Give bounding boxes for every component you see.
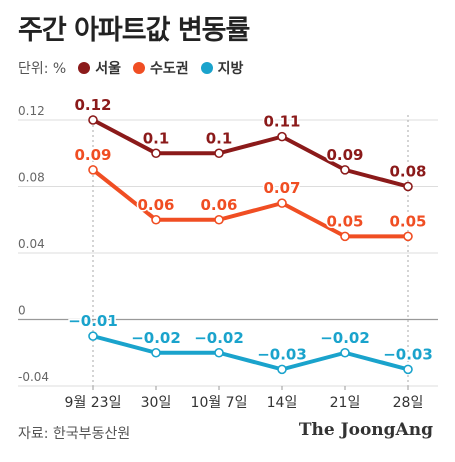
y-tick-label: 0 — [18, 304, 26, 318]
data-point — [88, 165, 98, 175]
y-tick-label: -0.04 — [18, 370, 49, 384]
data-label: −0.03 — [383, 345, 433, 363]
source-note: 자료: 한국부동산원 — [18, 426, 131, 442]
legend-label-capital: 수도권 — [150, 61, 189, 77]
data-label: 0.09 — [326, 146, 363, 164]
data-label: 0.06 — [200, 196, 237, 214]
data-label: 0.11 — [263, 113, 300, 131]
data-label: 0.1 — [143, 129, 170, 147]
x-tick-label: 21일 — [330, 395, 361, 411]
data-point — [277, 131, 287, 142]
data-point — [88, 331, 98, 341]
legend-label-local: 지방 — [217, 61, 244, 77]
y-tick-label: 0.08 — [18, 171, 45, 185]
data-point — [340, 347, 350, 358]
data-label: 0.1 — [206, 129, 233, 147]
y-tick-label: 0.04 — [18, 237, 45, 251]
data-label: 0.09 — [74, 146, 111, 164]
data-point — [403, 364, 413, 375]
data-point — [277, 198, 287, 208]
data-label: 0.05 — [389, 212, 426, 230]
legend-dot-capital — [133, 62, 145, 74]
data-label: −0.01 — [68, 312, 118, 330]
data-point — [214, 214, 224, 225]
y-tick-label: 0.12 — [18, 104, 45, 118]
legend-item-seoul: 서울 — [78, 58, 121, 78]
data-point — [340, 231, 350, 242]
data-point — [214, 347, 224, 358]
legend-dot-seoul — [78, 62, 91, 74]
legend: 단위: % 서울 수도권 지방 — [18, 58, 255, 78]
x-tick-label: 9월 23일 — [65, 395, 122, 411]
data-point — [151, 148, 161, 159]
data-point — [277, 364, 287, 375]
data-label: 0.08 — [389, 163, 426, 181]
data-point — [214, 148, 224, 159]
legend-item-capital: 수도권 — [133, 58, 189, 78]
legend-dot-local — [200, 62, 213, 74]
data-point — [340, 165, 350, 175]
legend-item-local: 지방 — [200, 58, 244, 78]
data-label: 0.12 — [74, 96, 111, 114]
brand-logo: The JoongAng — [298, 420, 433, 440]
data-label: 0.07 — [263, 179, 300, 197]
legend-label-seoul: 서울 — [95, 61, 121, 77]
data-label: −0.02 — [320, 329, 370, 347]
data-label: −0.02 — [194, 329, 244, 347]
unit-label: 단위: % — [18, 61, 67, 77]
data-label: 0.05 — [326, 212, 363, 230]
chart-title: 주간 아파트값 변동률 — [18, 15, 250, 46]
series-line — [92, 334, 409, 372]
data-label: −0.02 — [131, 329, 181, 347]
x-tick-label: 14일 — [267, 395, 298, 411]
x-tick-label: 30일 — [141, 395, 172, 411]
series-line — [92, 118, 409, 189]
data-label: 0.06 — [137, 196, 174, 214]
data-point — [403, 181, 413, 192]
data-label: −0.03 — [257, 345, 307, 363]
data-point — [151, 347, 161, 358]
x-tick-label: 28일 — [393, 395, 424, 411]
data-point — [151, 214, 161, 225]
data-point — [403, 231, 413, 242]
x-tick-label: 10월 7일 — [191, 395, 248, 411]
data-point — [88, 115, 98, 125]
series-line — [91, 168, 408, 239]
